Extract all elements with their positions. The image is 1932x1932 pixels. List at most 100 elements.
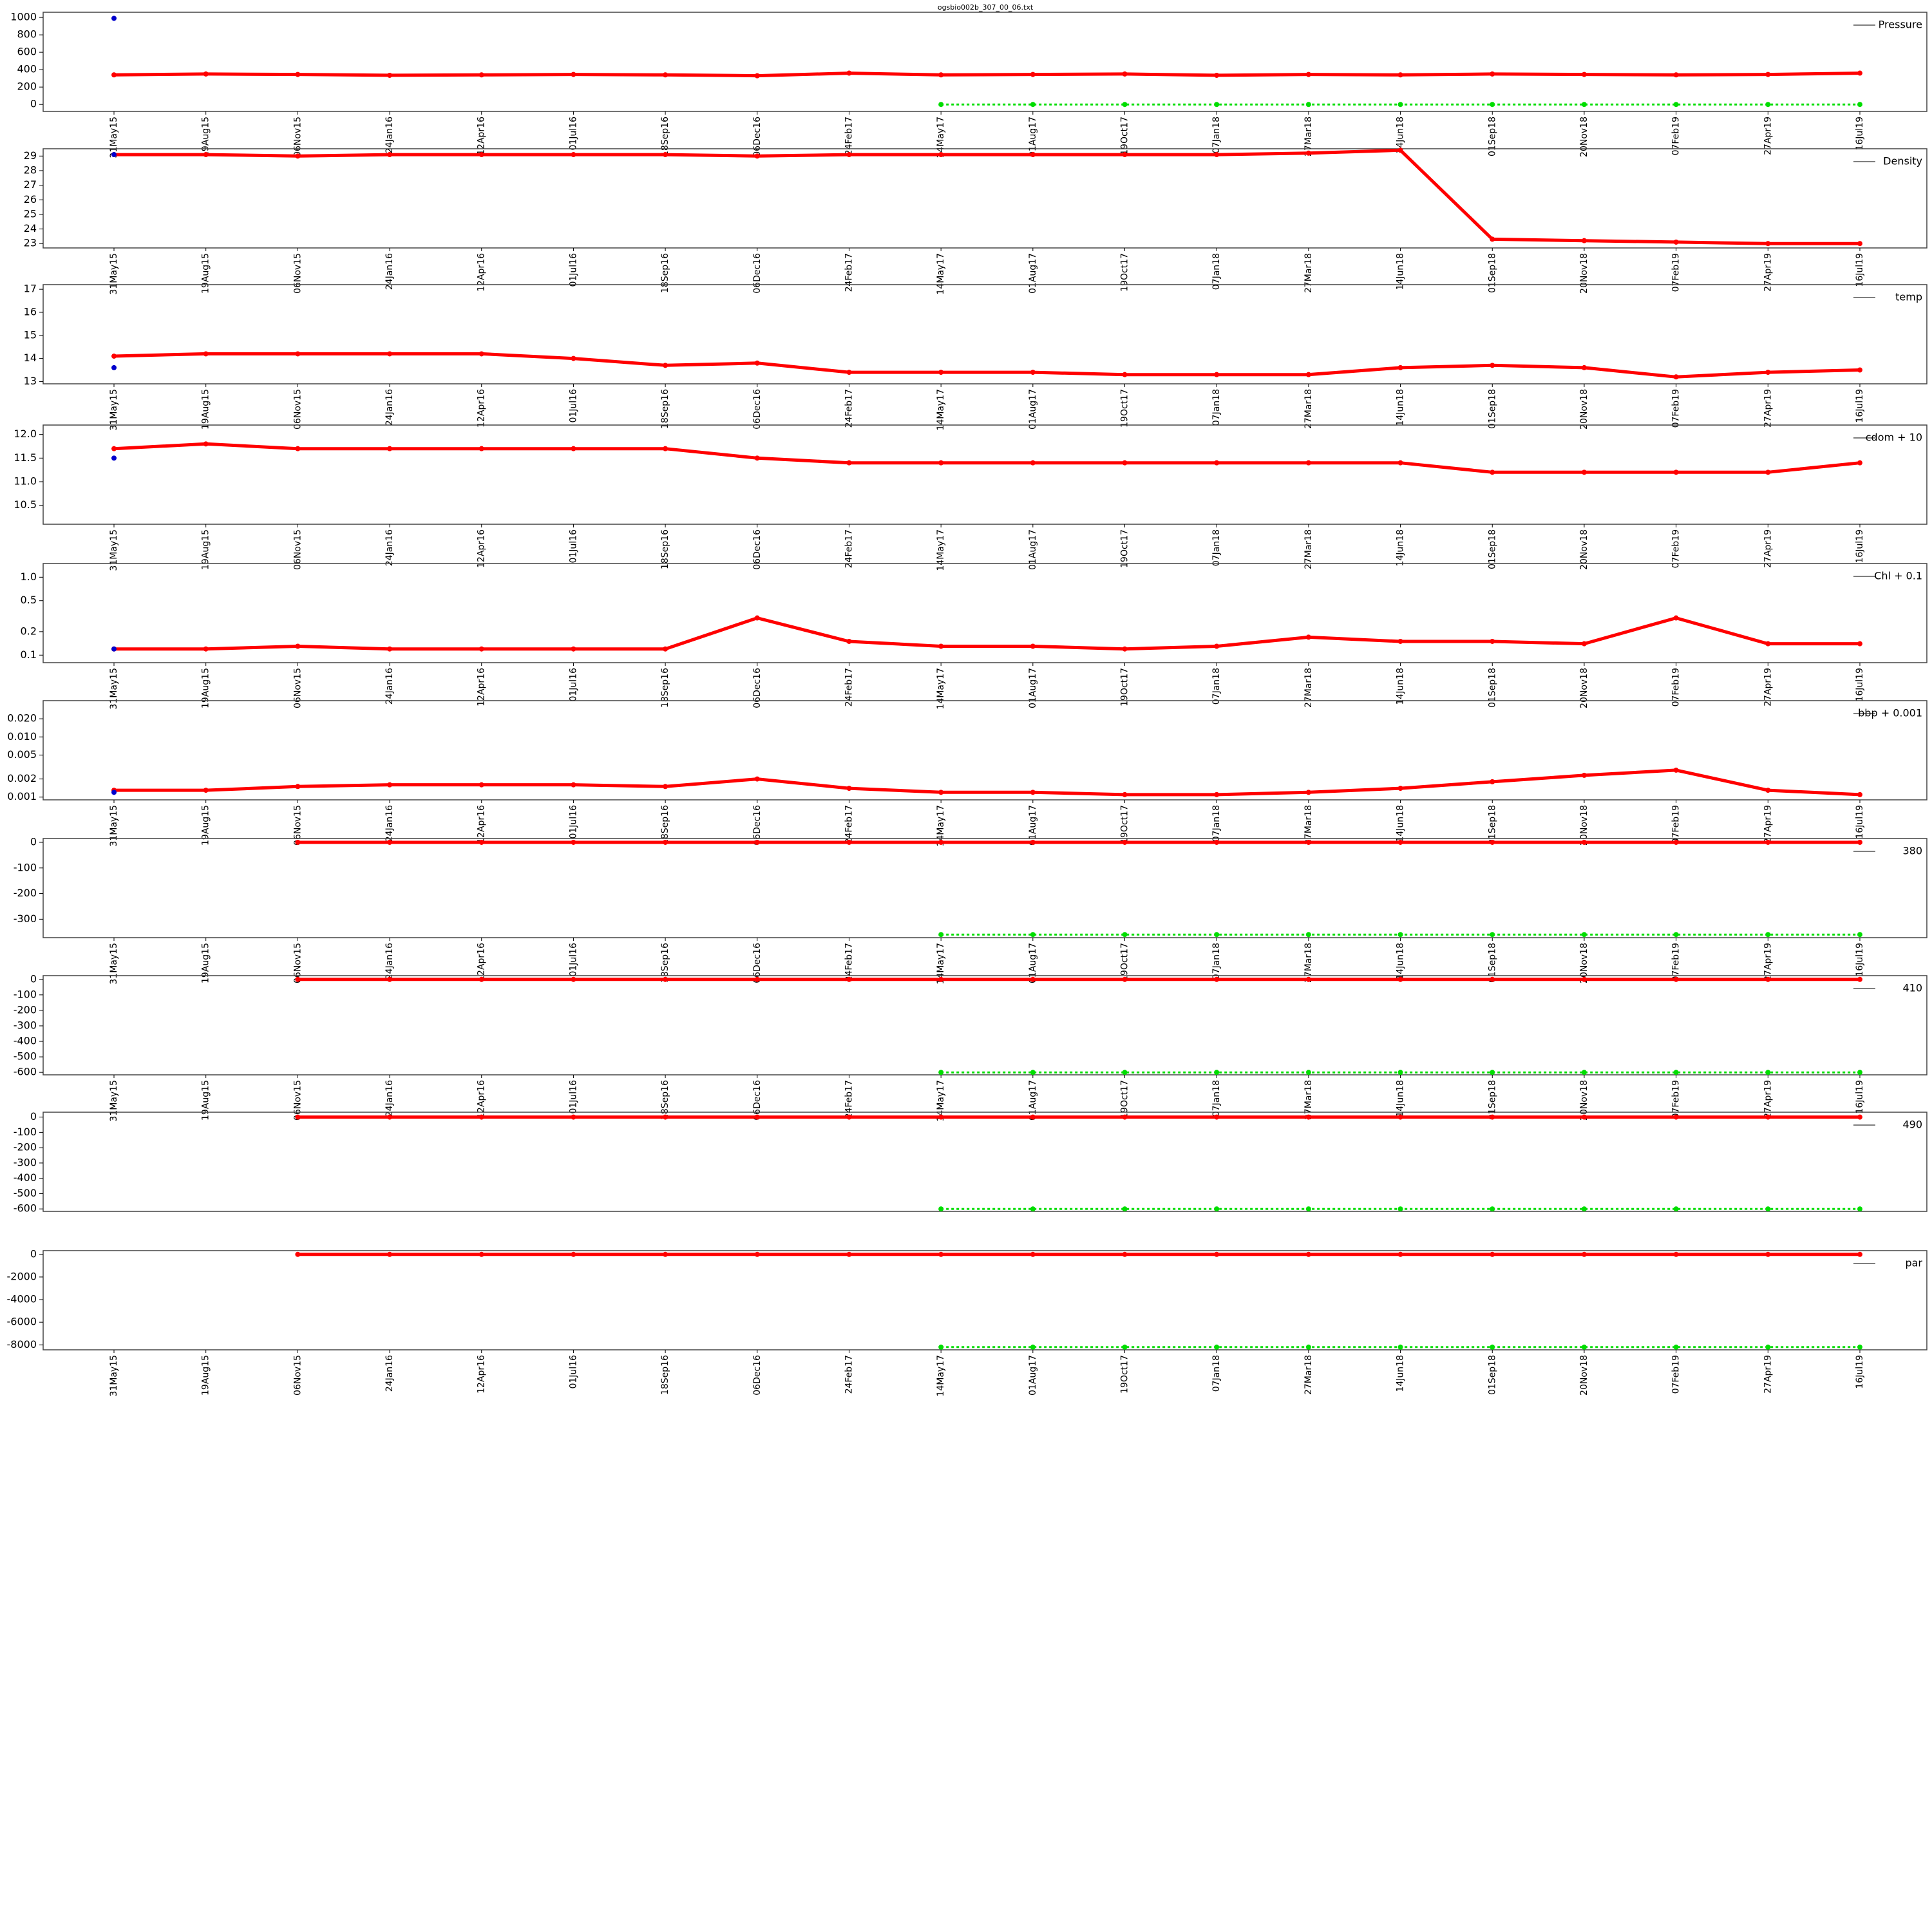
data-point (1122, 1206, 1128, 1212)
data-point (1581, 839, 1587, 845)
x-tick-label: 06Nov15 (292, 1355, 303, 1396)
x-tick-label: 19Oct17 (1120, 389, 1130, 428)
x-tick-label: 31May15 (109, 668, 119, 710)
x-tick-label: 31May15 (109, 389, 119, 431)
x-tick-label: 01Jul16 (568, 943, 578, 977)
data-point (295, 446, 301, 451)
data-point (846, 370, 852, 375)
x-tick-label: 06Nov15 (292, 529, 303, 570)
data-point (1305, 71, 1311, 77)
data-point (571, 646, 576, 652)
y-tick-label: 0.020 (7, 712, 37, 724)
x-tick-label: 06Nov15 (292, 805, 303, 846)
y-tick-label: 15 (24, 328, 37, 341)
data-point (663, 1114, 668, 1120)
x-tick-label: 24Jan16 (384, 668, 395, 705)
data-point (1122, 372, 1128, 377)
x-tick-label: 27Apr19 (1763, 1080, 1773, 1119)
data-point (1305, 1344, 1311, 1350)
x-tick-label: 07Feb19 (1671, 529, 1681, 568)
data-point (1581, 932, 1587, 938)
data-point (111, 646, 117, 652)
x-tick-label: 20Nov18 (1579, 529, 1589, 570)
data-point (1122, 976, 1128, 982)
data-point (1673, 469, 1679, 475)
data-point (1673, 374, 1679, 380)
data-point (1581, 772, 1587, 778)
data-point (938, 1251, 944, 1257)
x-tick-label: 31May15 (109, 253, 119, 295)
x-tick-label: 31May15 (109, 1080, 119, 1122)
data-point (1673, 1206, 1679, 1212)
data-point (1581, 1206, 1587, 1212)
x-tick-label: 12Apr16 (477, 389, 487, 428)
data-point (1581, 1251, 1587, 1257)
data-point (571, 839, 576, 845)
x-tick-label: 20Nov18 (1579, 389, 1589, 430)
data-point (295, 1114, 301, 1120)
data-point (203, 351, 209, 357)
x-tick-label: 06Dec16 (752, 1080, 762, 1121)
data-point (1397, 460, 1403, 466)
x-tick-label: 06Dec16 (752, 117, 762, 157)
data-point (295, 1251, 301, 1257)
data-point (1490, 976, 1495, 982)
data-point (1305, 460, 1311, 466)
x-tick-label: 07Jan18 (1211, 1355, 1222, 1392)
x-tick-label: 06Dec16 (752, 389, 762, 430)
data-point (387, 351, 393, 357)
data-point (111, 15, 117, 21)
x-tick-label: 01Sep18 (1487, 805, 1497, 845)
data-point (1490, 839, 1495, 845)
data-point (846, 1251, 852, 1257)
data-point (1581, 1344, 1587, 1350)
data-point (663, 976, 668, 982)
x-tick-label: 24Jan16 (384, 529, 395, 566)
x-tick-label: 27Apr19 (1763, 1355, 1773, 1394)
x-tick-label: 27Mar18 (1303, 253, 1314, 293)
data-point (295, 351, 301, 357)
x-tick-label: 07Feb19 (1671, 668, 1681, 706)
y-tick-label: 16 (24, 305, 37, 317)
x-tick-label: 06Nov15 (292, 253, 303, 294)
y-tick-label: -2000 (7, 1270, 37, 1282)
x-tick-label: 14May17 (936, 1355, 946, 1397)
x-tick-label: 01Sep18 (1487, 529, 1497, 569)
x-tick-label: 01Jul16 (568, 805, 578, 839)
x-tick-label: 24Jan16 (384, 389, 395, 426)
data-point (1857, 791, 1862, 797)
y-tick-label: 1000 (10, 11, 37, 23)
x-tick-label: 07Jan18 (1211, 1080, 1222, 1117)
x-tick-label: 01Sep18 (1487, 1080, 1497, 1120)
x-tick-label: 27Mar18 (1303, 1355, 1314, 1395)
x-tick-label: 12Apr16 (477, 529, 487, 568)
data-point (1490, 1114, 1495, 1120)
data-point (1030, 790, 1036, 795)
data-point (938, 460, 944, 466)
data-point (754, 1251, 760, 1257)
y-tick-label: 24 (24, 222, 37, 234)
data-point (1490, 932, 1495, 938)
data-point (1305, 839, 1311, 845)
x-tick-label: 14May17 (936, 529, 946, 571)
data-point (387, 646, 393, 652)
data-point (1030, 152, 1036, 158)
data-point (111, 152, 117, 158)
y-tick-label: 0.001 (7, 790, 37, 802)
x-tick-label: 01Aug17 (1028, 253, 1038, 294)
data-point (938, 839, 944, 845)
data-point (1030, 1070, 1036, 1075)
data-point (1397, 976, 1403, 982)
data-point (1305, 1114, 1311, 1120)
data-point (1030, 1251, 1036, 1257)
data-point (1030, 1206, 1036, 1212)
data-point (1765, 71, 1771, 77)
x-tick-label: 01Aug17 (1028, 117, 1038, 157)
x-tick-label: 19Oct17 (1120, 529, 1130, 568)
data-point (111, 365, 117, 370)
x-tick-label: 19Aug15 (201, 805, 211, 846)
data-point (938, 102, 944, 108)
data-point (478, 446, 484, 451)
y-tick-label: 0 (30, 1110, 37, 1122)
